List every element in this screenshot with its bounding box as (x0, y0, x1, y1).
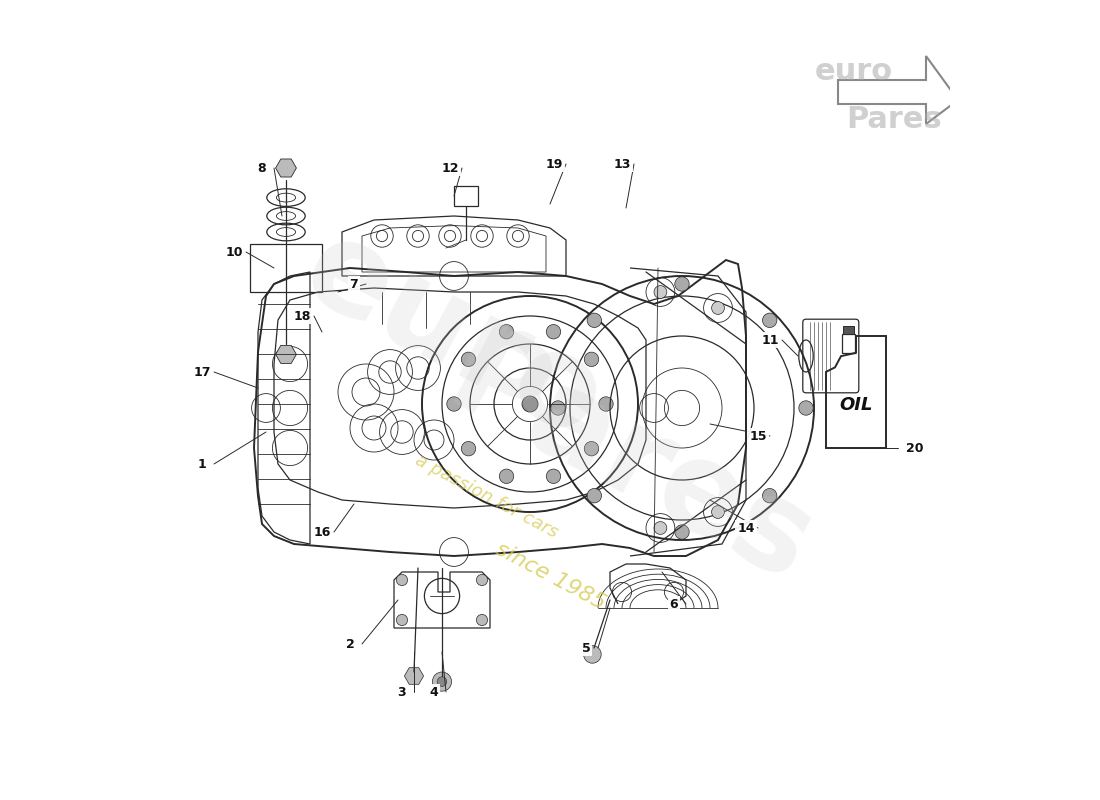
Text: 18: 18 (294, 310, 310, 322)
Circle shape (432, 672, 452, 691)
Circle shape (762, 313, 777, 327)
Text: 17: 17 (194, 366, 211, 378)
Circle shape (547, 325, 561, 339)
Circle shape (547, 469, 561, 483)
Text: euro: euro (284, 207, 624, 465)
Text: 12: 12 (441, 162, 459, 174)
Circle shape (499, 325, 514, 339)
Circle shape (587, 313, 602, 327)
Circle shape (461, 442, 475, 456)
Text: 6: 6 (670, 598, 679, 610)
Text: 5: 5 (582, 642, 591, 654)
Circle shape (674, 525, 690, 539)
Circle shape (584, 442, 598, 456)
Text: 11: 11 (761, 334, 779, 346)
Circle shape (396, 614, 408, 626)
Text: 13: 13 (614, 158, 630, 170)
Text: since 1985: since 1985 (492, 538, 608, 614)
Circle shape (598, 397, 613, 411)
Bar (843, 326, 855, 334)
Text: OIL: OIL (839, 397, 872, 414)
Text: 14: 14 (737, 522, 755, 534)
Polygon shape (276, 346, 296, 363)
Text: 4: 4 (430, 686, 439, 698)
Circle shape (799, 401, 813, 415)
Circle shape (499, 469, 514, 483)
Circle shape (587, 489, 602, 503)
Circle shape (396, 574, 408, 586)
Circle shape (551, 401, 565, 415)
Text: 19: 19 (546, 158, 563, 170)
Text: a passion for cars: a passion for cars (411, 450, 561, 542)
Text: 20: 20 (906, 442, 924, 454)
Circle shape (712, 506, 725, 518)
Circle shape (447, 397, 461, 411)
Polygon shape (405, 668, 424, 684)
Text: 7: 7 (350, 278, 359, 290)
Text: 3: 3 (398, 686, 406, 698)
Circle shape (461, 352, 475, 366)
Text: 16: 16 (314, 526, 331, 538)
Circle shape (476, 574, 487, 586)
Circle shape (584, 646, 602, 663)
Circle shape (762, 489, 777, 503)
Circle shape (437, 677, 447, 686)
Bar (454, 186, 478, 206)
Text: 8: 8 (257, 162, 266, 174)
Text: euro: euro (815, 58, 893, 86)
Text: 10: 10 (226, 246, 243, 258)
Text: 1: 1 (198, 458, 207, 470)
Circle shape (654, 522, 667, 534)
Text: Pares: Pares (846, 106, 942, 134)
Text: 2: 2 (345, 638, 354, 650)
Text: Pares: Pares (428, 318, 832, 610)
Text: 15: 15 (749, 430, 767, 442)
Circle shape (712, 302, 725, 314)
Circle shape (654, 286, 667, 298)
Circle shape (674, 277, 690, 291)
Circle shape (584, 352, 598, 366)
Polygon shape (276, 159, 296, 177)
Circle shape (522, 396, 538, 412)
Circle shape (476, 614, 487, 626)
